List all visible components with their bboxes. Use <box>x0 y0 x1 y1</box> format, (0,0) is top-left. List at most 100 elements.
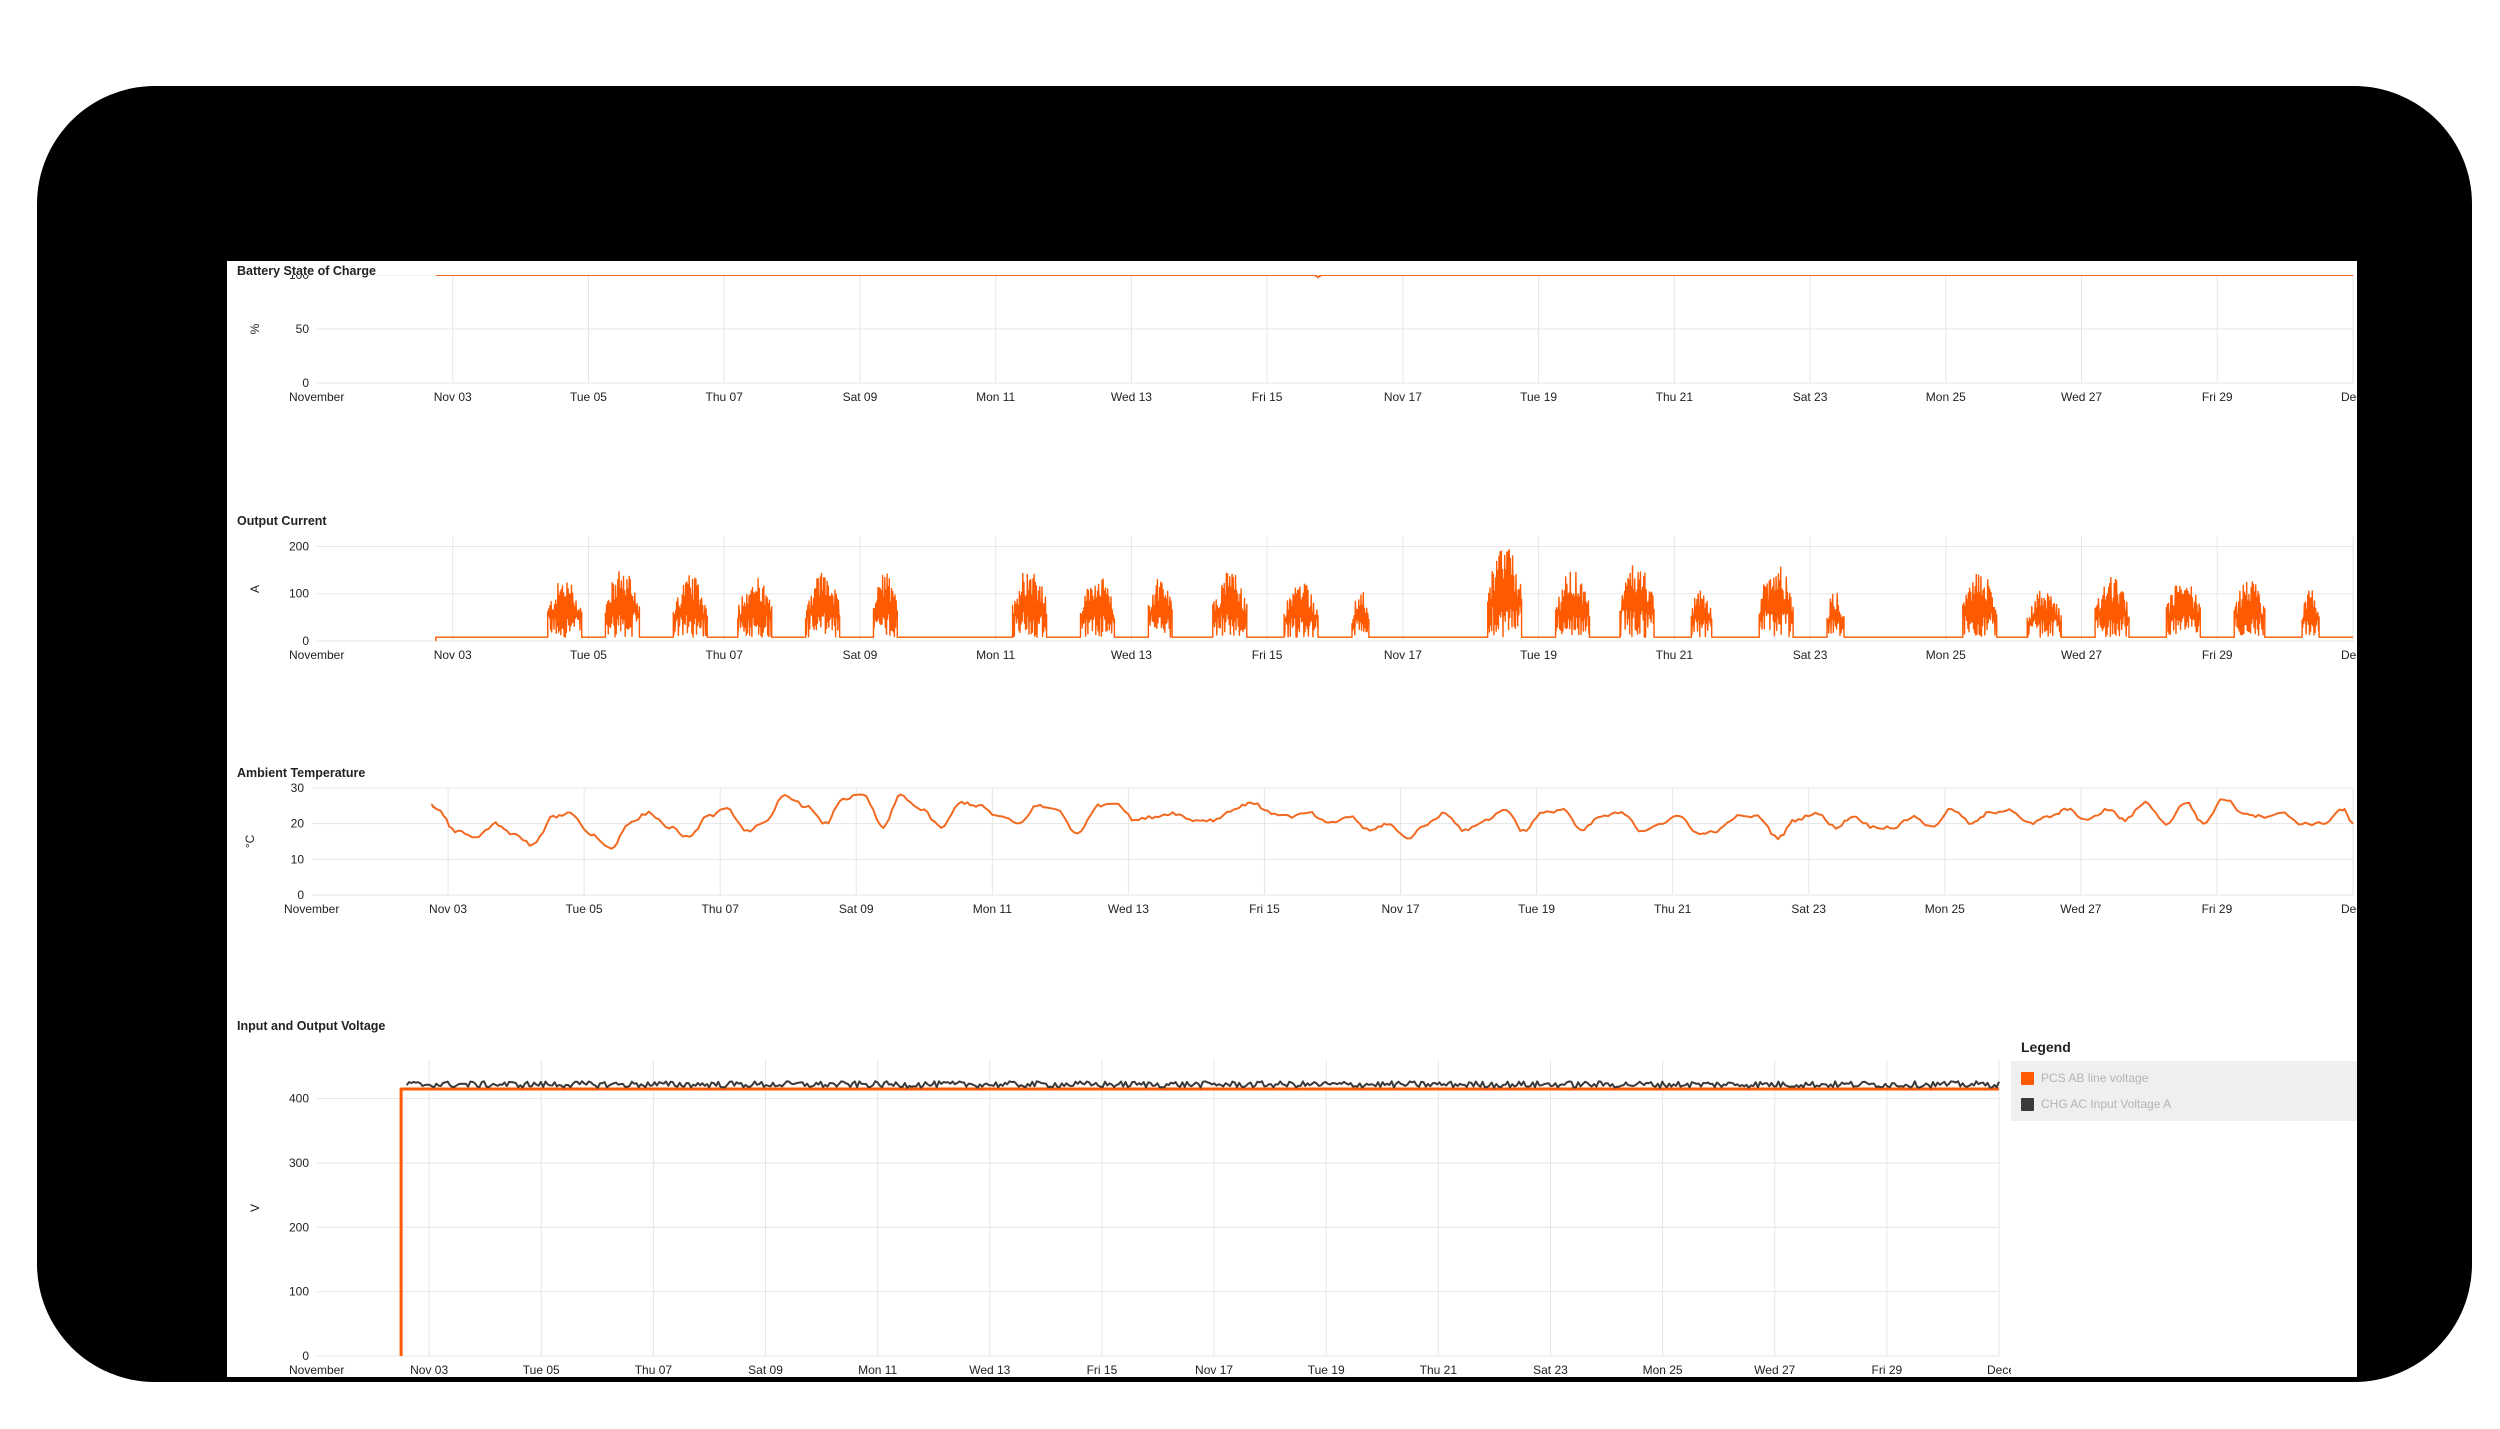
y-tick-label: 100 <box>289 587 309 601</box>
x-tick-label: Fri 15 <box>1252 390 1283 404</box>
x-tick-label: December <box>2341 648 2357 662</box>
y-tick-label: 50 <box>296 322 310 336</box>
y-tick-label: 0 <box>297 888 304 902</box>
x-tick-label: November <box>284 902 339 916</box>
x-tick-label: Nov 03 <box>429 902 467 916</box>
battery-chart: 0 50 100 November Nov 03 Tue 05 Thu 07 Sat 09 Mo… <box>248 275 2357 404</box>
legend-item-pcs[interactable]: PCS AB line voltage <box>2011 1065 2357 1091</box>
x-tick-label: Sat 09 <box>839 902 874 916</box>
legend-label-pcs: PCS AB line voltage <box>2041 1071 2149 1085</box>
y-tick-label: 200 <box>289 1220 309 1234</box>
y-tick-label: 20 <box>291 817 305 831</box>
legend-box: PCS AB line voltage CHG AC Input Voltage… <box>2011 1061 2357 1121</box>
current-chart: 0 100 200 November Nov 03 Tue 05 Thu 07 Sat 09 M… <box>248 537 2357 662</box>
temperature-chart: 0 10 20 30 November Nov 03 Tue 05 Thu 07 Sat 09 M… <box>243 781 2357 916</box>
x-tick-label: Sat 09 <box>748 1363 783 1377</box>
series-line-0 <box>430 793 2354 850</box>
y-tick-label: 10 <box>291 852 305 866</box>
series-line-0 <box>435 275 2353 279</box>
x-tick-label: December <box>2341 902 2357 916</box>
x-tick-label: Tue 05 <box>570 648 607 662</box>
x-tick-label: Thu 21 <box>1656 648 1694 662</box>
x-tick-label: Mon 11 <box>973 902 1012 916</box>
y-axis-label: °C <box>243 834 257 848</box>
y-tick-label: 400 <box>289 1092 309 1106</box>
x-tick-label: Wed 13 <box>1111 648 1152 662</box>
series-line-1 <box>405 1080 2000 1089</box>
x-tick-label: Tue 05 <box>566 902 603 916</box>
x-tick-label: Mon 11 <box>976 390 1015 404</box>
x-tick-label: Nov 17 <box>1195 1363 1233 1377</box>
x-tick-label: Mon 11 <box>858 1363 897 1377</box>
chart-title-voltage: Input and Output Voltage <box>237 1019 386 1033</box>
x-tick-label: Thu 07 <box>706 648 744 662</box>
x-tick-label: Fri 29 <box>1872 1363 1903 1377</box>
x-tick-label: Wed 13 <box>1108 902 1149 916</box>
x-tick-label: Thu 21 <box>1420 1363 1458 1377</box>
y-tick-label: 0 <box>302 376 309 390</box>
series-line-0 <box>399 1087 1999 1356</box>
x-tick-label: Nov 03 <box>410 1363 448 1377</box>
x-tick-label: Sat 23 <box>1791 902 1826 916</box>
x-tick-label: December <box>1987 1363 2011 1377</box>
x-tick-label: Wed 27 <box>2061 648 2102 662</box>
y-axis-label: V <box>248 1204 262 1212</box>
x-tick-label: Fri 29 <box>2202 648 2233 662</box>
x-tick-label: November <box>289 1363 344 1377</box>
x-tick-label: Thu 21 <box>1654 902 1692 916</box>
x-tick-label: Nov 17 <box>1384 390 1422 404</box>
x-tick-label: Tue 19 <box>1520 648 1557 662</box>
x-tick-label: Nov 17 <box>1384 648 1422 662</box>
y-tick-label: 300 <box>289 1156 309 1170</box>
dashboard-panel: Battery State of Charge 0 50 100 November No… <box>227 261 2357 1377</box>
x-tick-label: Sat 09 <box>843 648 878 662</box>
x-tick-label: Tue 05 <box>523 1363 560 1377</box>
y-axis-label: % <box>248 323 262 334</box>
legend: Legend PCS AB line voltage CHG AC Input … <box>2011 1031 2357 1121</box>
x-tick-label: Wed 27 <box>2060 902 2101 916</box>
x-tick-label: Thu 21 <box>1656 390 1694 404</box>
x-tick-label: Fri 29 <box>2202 902 2233 916</box>
legend-title: Legend <box>2021 1039 2071 1055</box>
x-tick-label: Wed 13 <box>969 1363 1010 1377</box>
x-tick-label: Fri 15 <box>1249 902 1280 916</box>
x-tick-label: November <box>289 390 344 404</box>
legend-label-chg: CHG AC Input Voltage A <box>2041 1097 2172 1111</box>
x-tick-label: December <box>2341 390 2357 404</box>
x-tick-label: Sat 23 <box>1533 1363 1568 1377</box>
x-tick-label: Sat 23 <box>1793 648 1828 662</box>
x-tick-label: Wed 27 <box>2061 390 2102 404</box>
y-tick-label: 0 <box>302 1349 309 1363</box>
x-tick-label: Nov 03 <box>434 648 472 662</box>
x-tick-label: Wed 13 <box>1111 390 1152 404</box>
x-tick-label: Tue 19 <box>1520 390 1557 404</box>
x-tick-label: Fri 15 <box>1087 1363 1118 1377</box>
x-tick-label: Wed 27 <box>1754 1363 1795 1377</box>
x-tick-label: Thu 07 <box>702 902 740 916</box>
y-tick-label: 30 <box>291 781 305 795</box>
chart-title-temperature: Ambient Temperature <box>237 766 366 780</box>
legend-item-chg[interactable]: CHG AC Input Voltage A <box>2011 1091 2357 1117</box>
x-tick-label: Mon 25 <box>1925 902 1965 916</box>
legend-swatch-pcs <box>2021 1071 2034 1085</box>
series-line-0 <box>435 549 2353 641</box>
y-axis-label: A <box>248 585 262 593</box>
x-tick-label: Nov 03 <box>434 390 472 404</box>
legend-swatch-chg <box>2021 1097 2034 1111</box>
y-tick-label: 100 <box>289 275 309 282</box>
x-tick-label: Thu 07 <box>635 1363 673 1377</box>
chart-title-current: Output Current <box>237 514 327 528</box>
x-tick-label: Mon 25 <box>1643 1363 1683 1377</box>
x-tick-label: Fri 29 <box>2202 390 2233 404</box>
x-tick-label: Nov 17 <box>1382 902 1420 916</box>
x-tick-label: Fri 15 <box>1252 648 1283 662</box>
x-tick-label: Tue 05 <box>570 390 607 404</box>
x-tick-label: Sat 09 <box>843 390 878 404</box>
x-tick-label: Thu 07 <box>706 390 744 404</box>
y-tick-label: 200 <box>289 539 309 553</box>
x-tick-label: Tue 19 <box>1308 1363 1345 1377</box>
x-tick-label: November <box>289 648 344 662</box>
y-tick-label: 100 <box>289 1285 309 1299</box>
x-tick-label: Sat 23 <box>1793 390 1828 404</box>
x-tick-label: Mon 25 <box>1926 390 1966 404</box>
